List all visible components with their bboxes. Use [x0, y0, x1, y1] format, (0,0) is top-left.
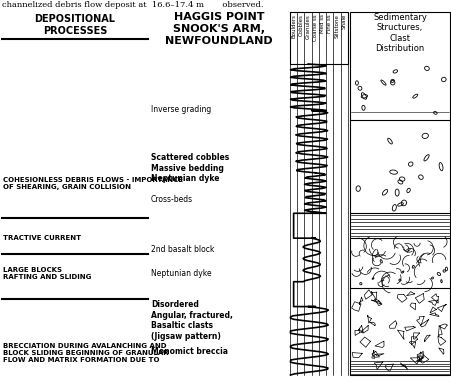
Text: Neptunian dyke: Neptunian dyke	[151, 269, 211, 278]
Text: HAGGIS POINT
SNOOK'S ARM,
NEWFOUNDLAND: HAGGIS POINT SNOOK'S ARM, NEWFOUNDLAND	[165, 12, 272, 46]
Bar	[349, 12, 449, 375]
Bar	[290, 12, 347, 64]
Text: Disordered
Angular, fractured,
Basaltic clasts
(Jigsaw pattern): Disordered Angular, fractured, Basaltic …	[151, 300, 232, 341]
Text: DEPOSITIONAL
PROCESSES: DEPOSITIONAL PROCESSES	[34, 14, 115, 36]
Text: Scattered cobbles
Massive bedding
Neptunian dyke: Scattered cobbles Massive bedding Neptun…	[151, 153, 229, 183]
Text: Fine ss: Fine ss	[327, 14, 331, 33]
Text: Cross-beds: Cross-beds	[151, 195, 193, 204]
Text: channelized debris flow deposit at  16.6–17.4 m       observed.: channelized debris flow deposit at 16.6–…	[2, 1, 263, 9]
Text: Cobbles: Cobbles	[298, 14, 303, 36]
Text: BRECCIATION DURING AVALANCHING AND
BLOCK SLIDING BEGINNING OF GRANULAR
FLOW AND : BRECCIATION DURING AVALANCHING AND BLOCK…	[3, 343, 168, 363]
Text: TRACTIVE CURRENT: TRACTIVE CURRENT	[3, 235, 81, 241]
Text: Sedimentary
Structures,
Clast
Distribution: Sedimentary Structures, Clast Distributi…	[372, 13, 426, 53]
Text: Med ss: Med ss	[319, 14, 324, 33]
Text: Granules: Granules	[305, 14, 310, 39]
Text: Coarse ss: Coarse ss	[312, 14, 317, 41]
Text: Monomict breccia: Monomict breccia	[151, 347, 227, 356]
Text: Shale: Shale	[341, 14, 346, 29]
Text: Inverse grading: Inverse grading	[151, 104, 211, 114]
Text: 2nd basalt block: 2nd basalt block	[151, 245, 214, 253]
Text: Siltstone: Siltstone	[334, 14, 339, 38]
Text: Boulders: Boulders	[290, 14, 295, 38]
Text: COHESIONLESS DEBRIS FLOWS - IMPORTANCE
OF SHEARING, GRAIN COLLISION: COHESIONLESS DEBRIS FLOWS - IMPORTANCE O…	[3, 177, 183, 190]
Text: LARGE BLOCKS
RAFTING AND SLIDING: LARGE BLOCKS RAFTING AND SLIDING	[3, 267, 91, 281]
